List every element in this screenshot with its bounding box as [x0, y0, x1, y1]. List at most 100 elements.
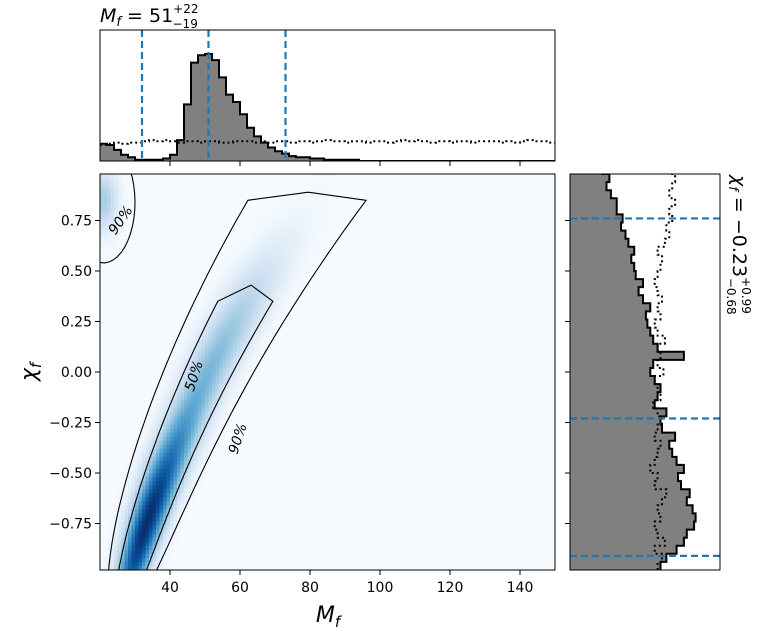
- heatmap-cell: [310, 266, 315, 272]
- heatmap-cell: [208, 392, 213, 397]
- heatmap-cell: [271, 287, 276, 292]
- heatmap-cell: [331, 210, 336, 216]
- heatmap-cell: [219, 440, 224, 446]
- heatmap-cell: [254, 359, 259, 365]
- heatmap-cell: [170, 412, 175, 418]
- heatmap-cell: [229, 384, 234, 389]
- heatmap-cell: [124, 210, 129, 216]
- heatmap-cell: [268, 202, 273, 207]
- heatmap-cell: [289, 194, 294, 199]
- heatmap-cell: [173, 408, 178, 414]
- heatmap-cell: [285, 279, 290, 284]
- heatmap-cell: [236, 323, 241, 329]
- heatmap-cell: [219, 279, 224, 284]
- heatmap-cell: [296, 190, 301, 195]
- heatmap-cell: [282, 262, 287, 268]
- heatmap-cell: [117, 198, 122, 203]
- heatmap-cell: [201, 311, 206, 317]
- heatmap-cell: [156, 553, 161, 559]
- heatmap-cell: [191, 335, 196, 341]
- heatmap-cell: [271, 266, 276, 272]
- heatmap-cell: [317, 190, 322, 195]
- heatmap-cell: [208, 351, 213, 357]
- heatmap-cell: [205, 436, 210, 442]
- heatmap-cell: [166, 464, 171, 470]
- heatmap-cell: [201, 416, 206, 422]
- heatmap-cell: [194, 408, 199, 414]
- heatmap-cell: [149, 501, 154, 506]
- heatmap-cell: [117, 190, 122, 195]
- heatmap-cell: [296, 230, 301, 236]
- heatmap-cell: [334, 206, 339, 211]
- heatmap-cell: [229, 404, 234, 409]
- heatmap-cell: [166, 481, 171, 486]
- heatmap-cell: [180, 460, 185, 466]
- heatmap-cell: [173, 517, 178, 523]
- heatmap-cell: [114, 198, 119, 203]
- heatmap-cell: [320, 230, 325, 236]
- heatmap-cell: [173, 367, 178, 373]
- heatmap-cell: [264, 323, 269, 329]
- heatmap-cell: [117, 481, 122, 486]
- heatmap-cell: [166, 460, 171, 466]
- heatmap-cell: [299, 287, 304, 292]
- heatmap-cell: [271, 327, 276, 333]
- heatmap-cell: [159, 477, 164, 482]
- heatmap-cell: [264, 291, 269, 296]
- heatmap-cell: [107, 194, 112, 199]
- heatmap-cell: [313, 250, 318, 256]
- heatmap-cell: [114, 541, 119, 547]
- heatmap-cell: [205, 307, 210, 312]
- heatmap-cell: [166, 424, 171, 430]
- heatmap-cell: [198, 420, 203, 426]
- heatmap-cell: [331, 174, 336, 179]
- heatmap-cell: [264, 339, 269, 345]
- heatmap-cell: [289, 226, 294, 232]
- heatmap-cell: [156, 501, 161, 506]
- heatmap-cell: [100, 218, 105, 224]
- heatmap-cell: [243, 315, 248, 321]
- heatmap-cell: [184, 497, 189, 502]
- heatmap-cell: [233, 307, 238, 312]
- heatmap-cell: [261, 331, 266, 337]
- heatmap-cell: [121, 202, 126, 207]
- heatmap-cell: [142, 501, 147, 506]
- heatmap-cell: [215, 327, 220, 333]
- heatmap-cell: [163, 388, 168, 393]
- heatmap-cell: [180, 521, 185, 527]
- heatmap-cell: [236, 372, 241, 377]
- heatmap-cell: [152, 513, 157, 519]
- heatmap-cell: [282, 218, 287, 224]
- heatmap-cell: [128, 481, 133, 486]
- heatmap-cell: [159, 545, 164, 551]
- heatmap-cell: [324, 190, 329, 195]
- heatmap-cell: [187, 501, 192, 506]
- heatmap-cell: [236, 400, 241, 405]
- heatmap-cell: [124, 497, 129, 502]
- heatmap-cell: [229, 327, 234, 333]
- heatmap-cell: [233, 343, 238, 349]
- heatmap-cell: [135, 456, 140, 462]
- heatmap-cell: [145, 456, 150, 462]
- heatmap-cell: [296, 214, 301, 220]
- heatmap-cell: [194, 315, 199, 321]
- heatmap-cell: [110, 178, 115, 183]
- heatmap-cell: [229, 359, 234, 365]
- heatmap-cell: [194, 359, 199, 365]
- heatmap-cell: [240, 250, 245, 256]
- heatmap-cell: [212, 351, 217, 357]
- heatmap-cell: [215, 432, 220, 438]
- heatmap-cell: [170, 473, 175, 478]
- heatmap-cell: [275, 283, 280, 288]
- heatmap-cell: [257, 279, 262, 284]
- heatmap-cell: [191, 485, 196, 490]
- heatmap-cell: [313, 194, 318, 199]
- heatmap-cell: [201, 436, 206, 442]
- heatmap-cell: [317, 218, 322, 224]
- heatmap-cell: [268, 246, 273, 252]
- heatmap-cell: [278, 238, 283, 244]
- heatmap-cell: [149, 404, 154, 409]
- heatmap-cell: [163, 359, 168, 365]
- heatmap-cell: [282, 202, 287, 207]
- heatmap-cell: [135, 553, 140, 559]
